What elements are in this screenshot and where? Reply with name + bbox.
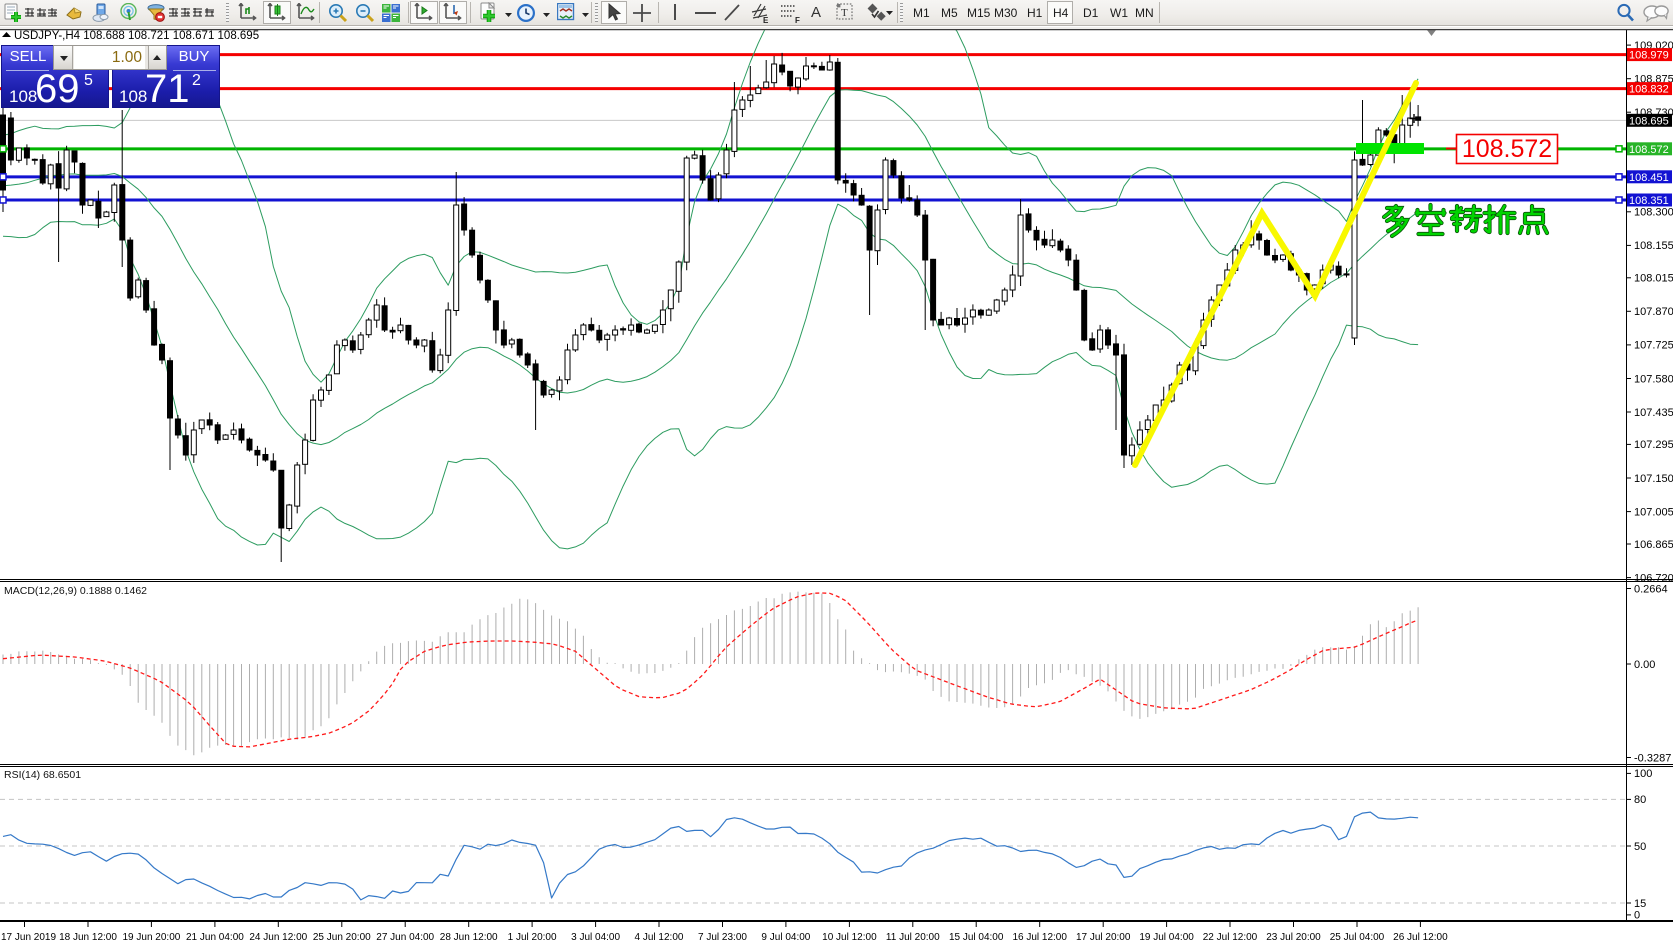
- svg-text:106.720: 106.720: [1634, 572, 1673, 584]
- svg-text:10 Jul 12:00: 10 Jul 12:00: [822, 932, 877, 943]
- svg-text:108.300: 108.300: [1634, 207, 1673, 219]
- svg-text:107.150: 107.150: [1634, 473, 1673, 485]
- svg-text:108.451: 108.451: [1629, 172, 1669, 184]
- svg-text:21 Jun 04:00: 21 Jun 04:00: [186, 932, 244, 943]
- svg-text:26 Jul 12:00: 26 Jul 12:00: [1393, 932, 1448, 943]
- svg-text:107.870: 107.870: [1634, 306, 1673, 318]
- svg-text:USDJPY-,H4 108.688 108.721 10: USDJPY-,H4 108.688 108.721 108.671 108.6…: [14, 30, 259, 42]
- svg-text:T: T: [841, 7, 848, 19]
- svg-text:107.295: 107.295: [1634, 439, 1673, 451]
- svg-text:50: 50: [1634, 841, 1646, 853]
- svg-text:9 Jul 04:00: 9 Jul 04:00: [761, 932, 810, 943]
- svg-text:RSI(14) 68.6501: RSI(14) 68.6501: [4, 769, 81, 781]
- svg-text:15: 15: [1634, 898, 1646, 910]
- svg-text:F: F: [795, 16, 800, 25]
- svg-text:108.155: 108.155: [1634, 240, 1673, 252]
- svg-text:22 Jul 12:00: 22 Jul 12:00: [1203, 932, 1258, 943]
- svg-text:1 Jul 20:00: 1 Jul 20:00: [508, 932, 557, 943]
- svg-text:25 Jun 20:00: 25 Jun 20:00: [313, 932, 371, 943]
- svg-text:107.435: 107.435: [1634, 407, 1673, 419]
- svg-text:27 Jun 04:00: 27 Jun 04:00: [376, 932, 434, 943]
- svg-text:23 Jul 20:00: 23 Jul 20:00: [1266, 932, 1321, 943]
- svg-text:100: 100: [1634, 768, 1652, 780]
- svg-text:107.005: 107.005: [1634, 506, 1673, 518]
- svg-text:E: E: [763, 16, 769, 25]
- svg-text:4 Jul 12:00: 4 Jul 12:00: [635, 932, 684, 943]
- svg-text:7 Jul 23:00: 7 Jul 23:00: [698, 932, 747, 943]
- svg-text:108.015: 108.015: [1634, 273, 1673, 285]
- svg-text:108.351: 108.351: [1629, 195, 1669, 207]
- svg-text:0: 0: [1634, 910, 1640, 922]
- svg-text:108.572: 108.572: [1629, 144, 1669, 156]
- svg-text:MACD(12,26,9) 0.1888 0.1462: MACD(12,26,9) 0.1888 0.1462: [4, 585, 147, 597]
- svg-text:0.2664: 0.2664: [1634, 583, 1668, 595]
- svg-text:108.979: 108.979: [1629, 50, 1669, 62]
- svg-text:80: 80: [1634, 794, 1646, 806]
- svg-text:108.695: 108.695: [1629, 115, 1669, 127]
- svg-text:107.725: 107.725: [1634, 340, 1673, 352]
- svg-text:106.865: 106.865: [1634, 539, 1673, 551]
- svg-text:16 Jul 12:00: 16 Jul 12:00: [1012, 932, 1067, 943]
- svg-text:0.00: 0.00: [1634, 659, 1655, 671]
- svg-text:17 Jun 2019: 17 Jun 2019: [1, 932, 56, 943]
- svg-text:18 Jun 12:00: 18 Jun 12:00: [59, 932, 117, 943]
- svg-text:17 Jul 20:00: 17 Jul 20:00: [1076, 932, 1131, 943]
- svg-text:107.580: 107.580: [1634, 373, 1673, 385]
- svg-text:11 Jul 20:00: 11 Jul 20:00: [886, 932, 940, 943]
- svg-text:3 Jul 04:00: 3 Jul 04:00: [571, 932, 620, 943]
- svg-text:108.832: 108.832: [1629, 84, 1669, 96]
- svg-text:15 Jul 04:00: 15 Jul 04:00: [949, 932, 1004, 943]
- svg-text:28 Jun 12:00: 28 Jun 12:00: [440, 932, 498, 943]
- svg-text:24 Jun 12:00: 24 Jun 12:00: [249, 932, 307, 943]
- svg-text:25 Jul 04:00: 25 Jul 04:00: [1330, 932, 1385, 943]
- svg-text:19 Jul 04:00: 19 Jul 04:00: [1139, 932, 1194, 943]
- svg-text:19 Jun 20:00: 19 Jun 20:00: [122, 932, 180, 943]
- svg-text:-0.3287: -0.3287: [1634, 752, 1671, 764]
- svg-text:108.572: 108.572: [1462, 135, 1552, 163]
